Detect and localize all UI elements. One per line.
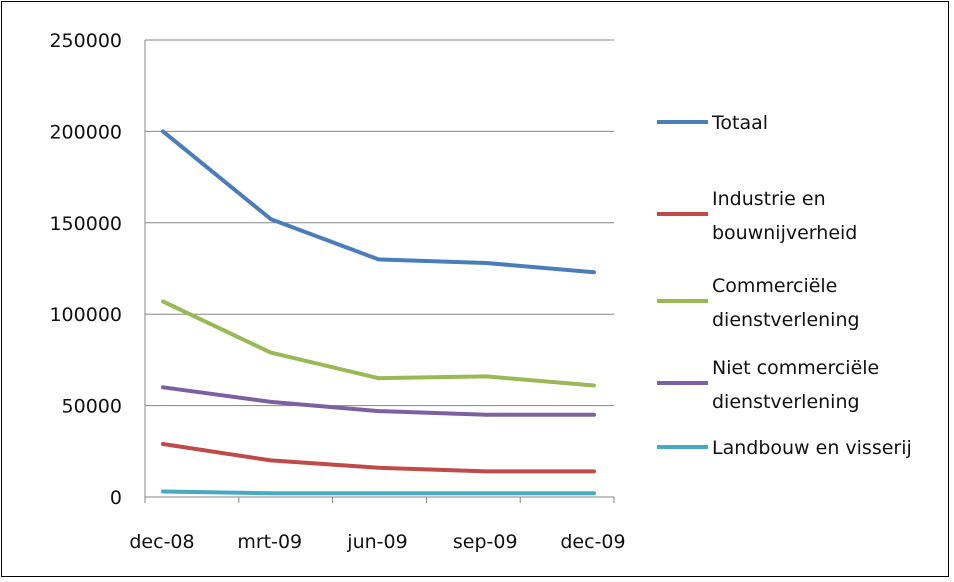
legend-label: Niet commerciële xyxy=(712,357,879,379)
x-tick-label: dec-08 xyxy=(129,531,194,553)
legend-label: dienstverlening xyxy=(712,391,860,413)
series-line-4 xyxy=(161,489,596,496)
legend-label: dienstverlening xyxy=(712,309,860,331)
y-tick-label: 50000 xyxy=(62,396,122,418)
y-tick-label: 0 xyxy=(110,487,122,509)
y-tick-label: 200000 xyxy=(49,121,122,143)
series-line-2 xyxy=(161,299,596,388)
x-tick-label: dec-09 xyxy=(560,531,625,553)
series-line-3 xyxy=(161,385,596,417)
y-tick-label: 150000 xyxy=(49,213,122,235)
legend-label: bouwnijverheid xyxy=(712,222,857,244)
legend-label: Totaal xyxy=(711,112,768,134)
legend-label: Landbouw en visserij xyxy=(712,437,912,459)
x-tick-label: mrt-09 xyxy=(237,531,302,553)
series-line-0 xyxy=(161,129,596,275)
legend-label: Industrie en xyxy=(712,188,826,210)
x-tick-label: sep-09 xyxy=(453,531,518,553)
y-tick-label: 100000 xyxy=(49,304,122,326)
series-line-1 xyxy=(161,442,596,474)
legend-label: Commerciële xyxy=(712,275,837,297)
y-tick-label: 250000 xyxy=(49,30,122,52)
x-tick-label: jun-09 xyxy=(346,531,407,553)
